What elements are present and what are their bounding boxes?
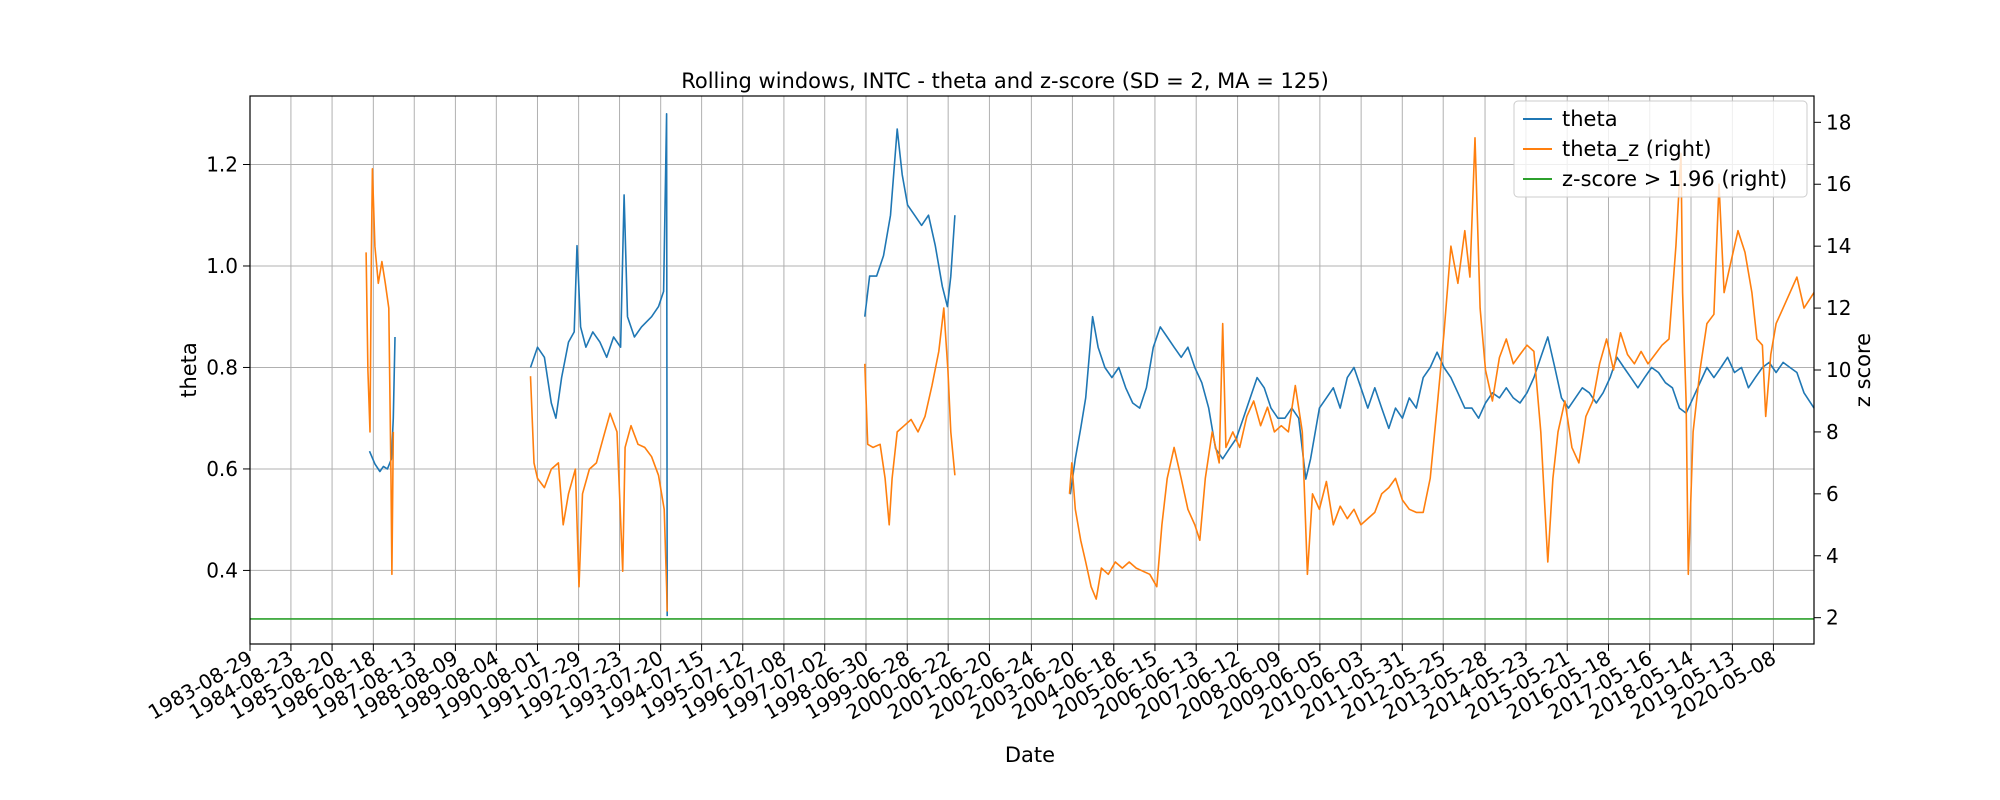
legend-label: z-score > 1.96 (right) — [1562, 167, 1787, 191]
chart-title: Rolling windows, INTC - theta and z-scor… — [681, 69, 1329, 93]
series-line-theta — [368, 336, 396, 473]
y-tick-label-right: 8 — [1826, 420, 1839, 444]
y-tick-label-right: 12 — [1826, 296, 1851, 320]
y-tick-label-left: 1.2 — [206, 153, 238, 177]
series-line-theta-z-right — [864, 307, 956, 526]
y-axis-title-left: theta — [177, 342, 201, 398]
y-tick-label-left: 0.6 — [206, 457, 238, 481]
y-tick-label-left: 0.8 — [206, 355, 238, 379]
y-tick-label-right: 4 — [1826, 544, 1839, 568]
y-tick-label-right: 14 — [1826, 234, 1851, 258]
x-axis-title: Date — [1005, 743, 1055, 767]
left-y-axis: 0.4 0.6 0.8 1.0 1.2 — [206, 153, 250, 582]
legend-label: theta_z (right) — [1562, 137, 1712, 162]
legend-label: theta — [1562, 107, 1618, 131]
series-line-theta — [864, 128, 956, 317]
y-tick-label-right: 16 — [1826, 172, 1851, 196]
y-tick-label-right: 2 — [1826, 606, 1839, 630]
y-axis-title-right: z score — [1851, 333, 1875, 407]
series-line-theta-z-right — [529, 376, 668, 612]
legend: theta theta_z (right) z-score > 1.96 (righ… — [1513, 100, 1808, 198]
plot-area — [250, 113, 1815, 620]
series-line-theta-z-right — [365, 168, 395, 576]
right-y-axis: 2 4 6 8 10 12 14 16 18 — [1814, 110, 1851, 630]
y-tick-label-left: 0.4 — [206, 558, 238, 582]
series-line-theta — [529, 113, 669, 617]
x-axis: 1983-08-291984-08-231985-08-201986-08-18… — [144, 644, 1780, 724]
y-tick-label-right: 6 — [1826, 482, 1839, 506]
legend-box — [1513, 100, 1808, 198]
series-line-theta — [1069, 315, 1815, 495]
grid-lines — [249, 96, 1814, 644]
y-tick-label-right: 18 — [1826, 110, 1851, 134]
series-line-theta-z-right — [1068, 137, 1815, 600]
y-tick-label-right: 10 — [1826, 358, 1851, 382]
y-tick-label-left: 1.0 — [206, 254, 238, 278]
